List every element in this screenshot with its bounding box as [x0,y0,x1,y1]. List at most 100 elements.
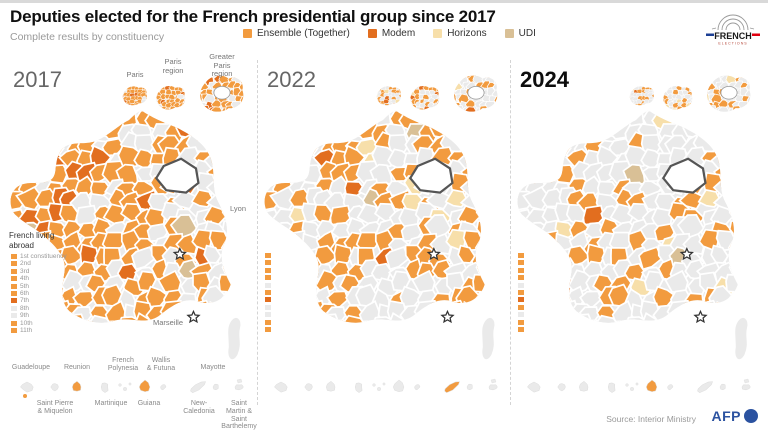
constituency-cell [270,131,294,153]
constituency-cell [712,300,734,322]
constituency-cell [283,270,309,295]
constituency-cell [538,122,564,147]
constituency-cell [270,110,296,133]
constituency-cell [647,98,653,105]
logo-arc [717,14,749,31]
overseas-territories-2022 [274,378,498,393]
abroad-constituency-label: 7th [20,297,30,305]
constituency-cell [264,221,278,242]
constituency-cell [486,123,507,142]
constituency-cell [379,86,386,88]
constituency-cell [264,133,278,154]
abroad-constituency-swatch [518,260,524,266]
map-panel-2017: 2017 Paris Paris region Greater Paris regio… [3,52,257,438]
constituency-cell [376,86,379,88]
constituency-cell [376,86,382,92]
abroad-constituency-swatch [518,304,524,310]
legend-item-ensemble: Ensemble (Together) [243,28,350,39]
paris-region-inset [410,85,440,110]
constituency-cell [494,248,507,270]
constituency-cell [525,274,551,296]
overseas-territories-2017 [20,378,244,398]
constituency-cell [164,107,171,110]
constituency-cell [482,217,485,241]
abroad-constituency-swatch [265,260,271,266]
constituency-cell [517,110,534,131]
constituency-cell [730,123,738,143]
constituency-cell [140,98,146,105]
paris-region-inset [663,85,693,110]
constituency-cell [471,133,485,153]
constituency-cell [445,351,466,367]
constituency-cell [78,333,101,354]
territory-shape [304,383,313,392]
constituency-cell [333,243,353,266]
constituency-cell [517,121,531,144]
constituency-cell [685,110,709,128]
constituency-cell [42,288,67,311]
legend-label: Ensemble (Together) [257,28,350,39]
constituency-cell [376,100,379,106]
constituency-cell [103,320,125,323]
constituency-cell [388,328,411,352]
constituency-cell [399,86,401,87]
constituency-cell [31,152,54,175]
constituency-cell [273,231,295,252]
constituency-cell [285,110,310,123]
constituency-cell [134,328,157,352]
city-star-icon [693,309,708,324]
abroad-constituency-row [518,297,524,303]
constituency-cell [468,301,485,318]
territory-shape [557,383,566,392]
constituency-cell [484,206,485,227]
constituency-cell [131,245,156,271]
territory-label: Wallis & Futuna [146,357,176,372]
paris-inset [122,86,147,106]
abroad-constituency-swatch [265,290,271,295]
constituency-cell [488,288,506,307]
territory-shape [372,383,376,387]
constituency-cell [79,347,99,363]
year-label: 2022 [267,67,316,92]
constituency-cell [410,85,413,92]
flag-red-bar [752,33,760,36]
abroad-constituency-label: 4th [20,275,30,283]
constituency-cell [42,110,70,131]
constituency-cell [730,151,738,172]
constituency-cell [477,123,485,143]
constituency-cell [528,246,552,269]
constituency-cell [10,149,30,172]
constituency-cell [429,342,454,365]
constituency-cell [64,110,84,130]
constituency-cell [629,92,631,99]
territory-shape [607,382,616,393]
constituency-cell [74,121,100,145]
constituency-cell [285,132,313,158]
constituency-cell [691,93,693,100]
abroad-constituency-swatch [11,298,17,304]
afp-globe-icon [744,409,758,423]
constituency-cell [596,327,618,350]
territory-shape [118,383,122,387]
constituency-cell [724,110,738,131]
constituency-cell [376,102,379,106]
abroad-constituency-swatch [11,328,17,333]
constituency-cell [133,312,156,323]
constituency-cell [287,318,312,323]
paris-region-outline [661,157,707,194]
constituency-cell [33,318,58,323]
constituency-cell [627,345,650,366]
constituency-cell [61,120,87,141]
constituency-cell [454,92,457,103]
constituency-cell [20,150,42,172]
constituency-cell [677,90,684,96]
abroad-constituency-row [265,275,271,281]
territory-shape [20,381,34,393]
abroad-constituency-row [518,327,524,332]
constituency-cell [554,299,580,323]
constituency-cell [171,191,199,210]
territory-label: French Polynesia [107,357,139,372]
legend-item-udi: UDI [504,28,536,39]
constituency-cell [140,103,146,106]
constituency-cell [30,288,52,310]
